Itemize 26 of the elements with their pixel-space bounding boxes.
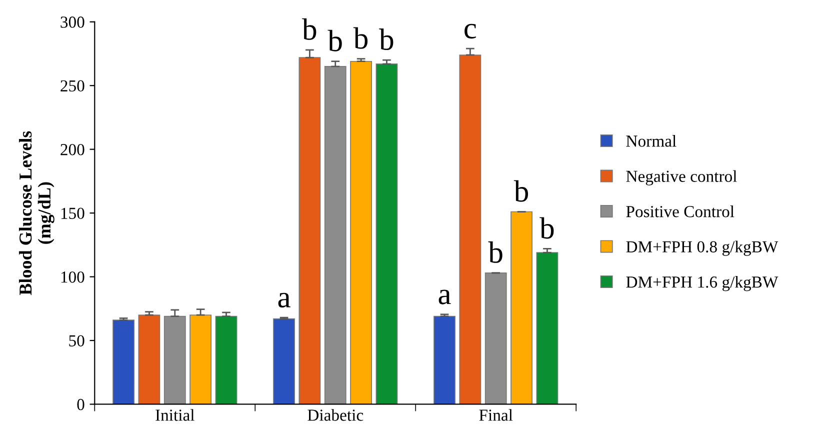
legend-label: DM+FPH 1.6 g/kgBW	[626, 276, 778, 292]
data-label: b	[353, 27, 368, 49]
data-label: b	[488, 241, 502, 263]
data-label: b	[302, 18, 316, 40]
y-tick-label: 0	[77, 398, 84, 410]
data-label: c	[464, 24, 476, 39]
data-label: b	[379, 28, 394, 50]
y-axis-title: Blood Glucose Levels (mg/dL)	[18, 131, 54, 295]
y-tick-label: 100	[61, 271, 84, 283]
x-tick-label: Initial	[156, 409, 194, 421]
y-tick-label: 250	[60, 80, 84, 92]
legend-label: Normal	[626, 135, 676, 147]
y-tick-label: 150	[61, 208, 84, 219]
data-label: b	[540, 217, 554, 239]
data-label: b	[514, 180, 528, 202]
x-tick-label: Diabetic	[308, 409, 364, 421]
data-label: a	[438, 290, 451, 304]
data-label: b	[328, 30, 342, 52]
y-tick-label: 300	[60, 16, 84, 28]
data-label: a	[278, 292, 290, 308]
legend-label: Negative control	[626, 170, 737, 186]
y-tick-label: 200	[60, 144, 84, 156]
y-tick-label: 50	[69, 335, 84, 346]
x-tick-label: Final	[479, 409, 513, 421]
legend-label: Positive Control	[626, 206, 734, 218]
legend-label: DM+FPH 0.8 g/kgBW	[626, 240, 778, 256]
